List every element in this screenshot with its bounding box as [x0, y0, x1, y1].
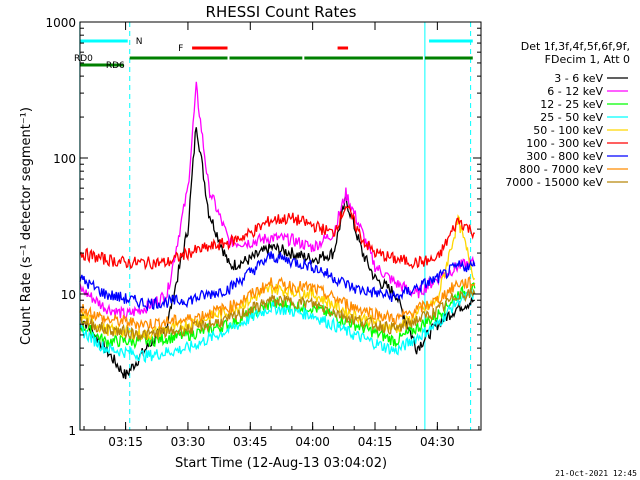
series-line-8 [79, 288, 476, 341]
legend-label-8: 7000 - 15000 keV [505, 176, 603, 189]
x-tick-label-1: 03:30 [171, 435, 206, 449]
series-line-5 [79, 204, 475, 271]
x-tick-label-3: 04:00 [295, 435, 330, 449]
series-line-4 [79, 214, 476, 341]
legend-header-1: FDecim 1, Att 0 [545, 53, 630, 66]
plot-frame [79, 21, 482, 431]
x-tick-label-5: 04:30 [420, 435, 455, 449]
x-tick-label-4: 04:15 [358, 435, 393, 449]
axis-ticks: 03:15 03:30 03:45 04:00 04:15 04:30 1 10 100 1000 [45, 16, 481, 449]
x-axis-label: Start Time (12-Aug-13 03:04:02) [175, 456, 387, 471]
legend: Det 1f,3f,4f,5f,6f,9f,FDecim 1, Att 0 3 -… [505, 40, 630, 189]
state-label-n: N [136, 37, 143, 47]
series-line-7 [79, 276, 476, 331]
legend-label-7: 800 - 7000 keV [519, 163, 603, 176]
legend-label-0: 3 - 6 keV [554, 72, 603, 85]
series-line-1 [79, 81, 476, 319]
legend-label-5: 100 - 300 keV [526, 137, 603, 150]
series-line-6 [79, 251, 476, 312]
series-line-3 [79, 289, 476, 364]
legend-label-2: 12 - 25 keV [540, 98, 603, 111]
legend-label-6: 300 - 800 keV [526, 150, 603, 163]
y-tick-label-2: 100 [53, 152, 76, 166]
state-label-f: F [178, 44, 183, 54]
state-label-rd6: RD6 [106, 61, 125, 71]
chart-title: RHESSI Count Rates [206, 3, 357, 21]
x-tick-label-2: 03:45 [233, 435, 268, 449]
state-label-rd0: RD0 [74, 54, 93, 64]
x-tick-label-0: 03:15 [108, 435, 143, 449]
y-tick-label-3: 1000 [45, 16, 76, 30]
legend-label-4: 50 - 100 keV [533, 124, 603, 137]
legend-label-3: 25 - 50 keV [540, 111, 603, 124]
series-line-2 [79, 282, 476, 350]
y-tick-label-0: 1 [68, 424, 76, 438]
legend-header-0: Det 1f,3f,4f,5f,6f,9f, [521, 40, 630, 53]
footer-timestamp: 21-Oct-2021 12:45 [555, 469, 637, 478]
y-tick-label-1: 10 [61, 288, 76, 302]
plot-area: N F RD0 RD6 [74, 22, 476, 430]
y-axis-label: Count Rate (s⁻¹ detector segment⁻¹) [19, 107, 34, 345]
legend-label-1: 6 - 12 keV [547, 85, 603, 98]
